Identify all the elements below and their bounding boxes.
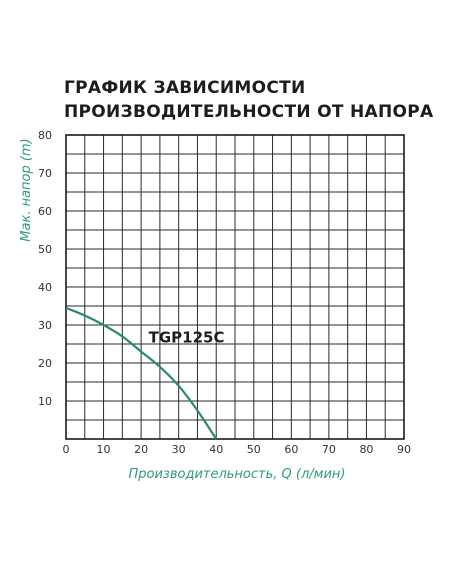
x-tick-label: 60 (284, 443, 298, 456)
x-tick-label: 70 (322, 443, 336, 456)
x-tick-label: 0 (63, 443, 70, 456)
y-tick-label: 80 (38, 129, 52, 142)
plot-frame (65, 134, 405, 440)
y-tick-label: 40 (38, 281, 52, 294)
series-label-tgp125c: TGP125C (149, 328, 225, 346)
x-tick-label: 90 (397, 443, 411, 456)
x-tick-label: 40 (209, 443, 223, 456)
x-tick-labels: 0 10 20 30 40 50 60 70 80 90 (63, 443, 412, 456)
chart-title: ГРАФИК ЗАВИСИМОСТИ ПРОИЗВОДИТЕЛЬНОСТИ ОТ… (64, 76, 444, 124)
y-tick-labels: 10 20 30 40 50 60 70 80 (38, 129, 52, 408)
x-tick-label: 30 (172, 443, 186, 456)
y-tick-label: 70 (38, 167, 52, 180)
y-tick-label: 10 (38, 395, 52, 408)
x-tick-label: 20 (134, 443, 148, 456)
x-tick-label: 10 (97, 443, 111, 456)
chart-title-line-2: ПРОИЗВОДИТЕЛЬНОСТИ ОТ НАПОРА (64, 102, 434, 122)
x-tick-label: 50 (247, 443, 261, 456)
y-tick-label: 50 (38, 243, 52, 256)
chart-title-line-1: ГРАФИК ЗАВИСИМОСТИ (64, 78, 306, 98)
x-axis-label: Производительность, Q (л/мин) (129, 467, 346, 482)
y-tick-label: 60 (38, 205, 52, 218)
y-tick-label: 30 (38, 319, 52, 332)
y-axis-label: Мак. напор (m) (19, 138, 34, 241)
y-tick-label: 20 (38, 357, 52, 370)
x-tick-label: 80 (359, 443, 373, 456)
series-line-tgp125c (65, 306, 218, 440)
grid-lines (66, 135, 404, 439)
